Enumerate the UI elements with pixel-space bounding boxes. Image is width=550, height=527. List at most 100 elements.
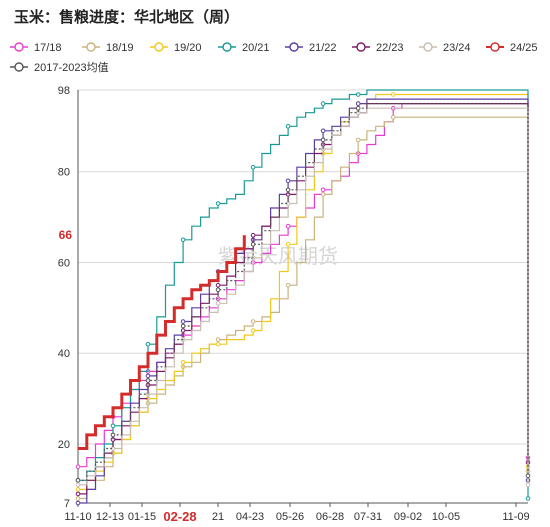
series-point: [285, 282, 291, 288]
series-point: [75, 500, 81, 506]
legend-item: 19/20: [150, 42, 202, 54]
x-tick-label: 11-09: [502, 511, 529, 523]
x-tick-label: 04-23: [236, 511, 264, 523]
legend-item: 22/23: [352, 42, 404, 54]
x-tick-label: 21: [212, 511, 224, 523]
chart-title: 玉米：售粮进度：华北地区（周）: [14, 8, 240, 26]
legend-swatch-marker: [14, 42, 24, 52]
series-point: [75, 487, 81, 492]
y-tick-label: 60: [58, 257, 70, 269]
series-point: [250, 242, 256, 247]
series-point: [250, 232, 256, 238]
series-point: [355, 101, 361, 106]
legend-item: 24/25: [486, 42, 538, 54]
y-highlight-label: 66: [59, 228, 73, 242]
series-point: [390, 92, 396, 97]
legend-item: 17/18: [10, 42, 62, 54]
series-point: [145, 373, 151, 379]
series-point: [180, 237, 186, 243]
series-point: [215, 301, 221, 306]
series-point: [180, 319, 186, 324]
series-point: [525, 473, 531, 479]
legend-label: 22/23: [376, 42, 404, 54]
legend-swatch-marker: [222, 42, 232, 52]
series-point: [250, 328, 256, 333]
series-point: [75, 491, 81, 497]
series-point: [355, 105, 361, 111]
series-point: [75, 482, 81, 488]
series-point: [525, 482, 531, 488]
series-point: [145, 378, 151, 383]
series-line: [78, 98, 529, 504]
legend-item: 18/19: [82, 42, 134, 54]
legend-label: 2017-2023均值: [34, 61, 109, 74]
series-line: [78, 89, 529, 499]
series-point: [110, 423, 116, 429]
legend-item: 20/21: [218, 42, 270, 54]
series-point: [75, 478, 81, 483]
legend-label: 21/22: [309, 42, 337, 54]
legend-item: 23/24: [419, 42, 471, 54]
y-tick-label: 20: [58, 439, 70, 451]
x-tick-label: 01-15: [128, 511, 156, 523]
x-tick-label: 06-28: [316, 511, 344, 523]
series-line: [78, 93, 529, 490]
x-tick-label: 11-10: [64, 511, 91, 523]
series-line: [78, 107, 529, 486]
legend-swatch-marker: [86, 42, 96, 52]
x-tick-label: 10-05: [432, 511, 460, 523]
legend-label: 24/25: [510, 42, 538, 54]
legend-swatch-marker: [490, 42, 500, 52]
series-point: [285, 124, 291, 129]
series-line: [78, 103, 529, 495]
series-point: [525, 496, 531, 501]
series-point: [215, 282, 221, 288]
legend-label: 20/21: [242, 42, 270, 54]
series-point: [320, 137, 326, 143]
legend-item: 2017-2023均值: [10, 61, 109, 74]
series-line: [78, 116, 529, 500]
x-tick-label: 07-31: [354, 511, 382, 523]
series-point: [320, 187, 326, 193]
series-point: [250, 319, 256, 324]
series-point: [75, 496, 81, 501]
series-point: [285, 178, 291, 184]
x-highlight-label: 02-28: [163, 509, 196, 524]
series-point: [355, 92, 361, 97]
y-tick-label: 80: [58, 167, 70, 179]
series-point: [215, 201, 221, 206]
legend-label: 19/20: [174, 42, 202, 54]
series-point: [215, 341, 221, 347]
x-tick-label: 12-13: [96, 511, 124, 523]
legend-label: 17/18: [34, 42, 62, 54]
series-point: [180, 360, 186, 365]
legend-item: 21/22: [285, 42, 337, 54]
series-point: [215, 337, 221, 342]
legend-label: 18/19: [106, 42, 134, 54]
series-point: [285, 187, 291, 193]
series-point: [320, 128, 326, 134]
x-tick-label: 09-02: [394, 511, 422, 523]
y-tick-label: 98: [58, 85, 70, 97]
legend-swatch-marker: [154, 42, 164, 52]
legend-swatch-marker: [14, 62, 24, 72]
legend-swatch-marker: [356, 42, 366, 52]
series-point: [75, 464, 81, 470]
series-point: [110, 432, 116, 438]
series-point: [145, 341, 151, 347]
legend-swatch-marker: [423, 42, 433, 52]
series-point: [285, 242, 291, 247]
series-line: [78, 103, 529, 481]
x-tick-label: 05-26: [276, 511, 304, 523]
legend-label: 23/24: [443, 42, 471, 54]
series-point: [285, 223, 291, 229]
series-point: [320, 192, 326, 197]
y-tick-label: 40: [58, 348, 70, 360]
series-point: [250, 164, 256, 170]
series-point: [180, 323, 186, 329]
series-point: [390, 114, 396, 120]
series-point: [215, 287, 221, 293]
y-tick-label: 7: [64, 498, 70, 510]
legend-swatch-marker: [289, 42, 299, 52]
